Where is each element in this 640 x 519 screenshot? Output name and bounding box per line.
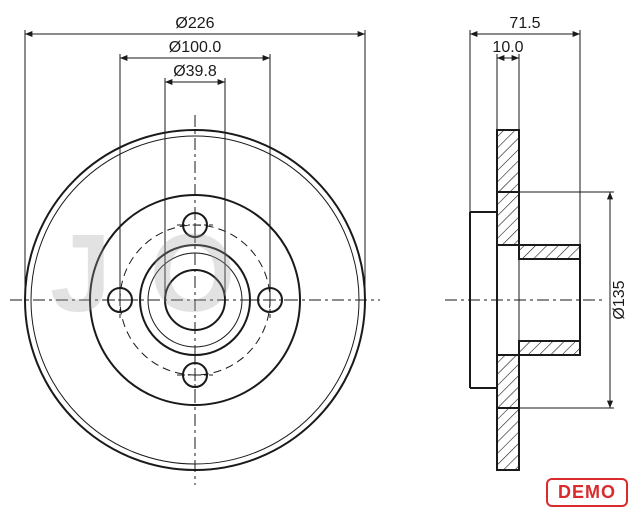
svg-text:71.5: 71.5 <box>509 15 540 32</box>
svg-text:10.0: 10.0 <box>492 39 523 56</box>
demo-badge: DEMO <box>546 478 628 507</box>
svg-text:Ø39.8: Ø39.8 <box>173 63 217 80</box>
svg-text:Ø135: Ø135 <box>611 280 628 319</box>
svg-text:Ø226: Ø226 <box>175 15 214 32</box>
svg-text:Ø100.0: Ø100.0 <box>169 39 222 56</box>
